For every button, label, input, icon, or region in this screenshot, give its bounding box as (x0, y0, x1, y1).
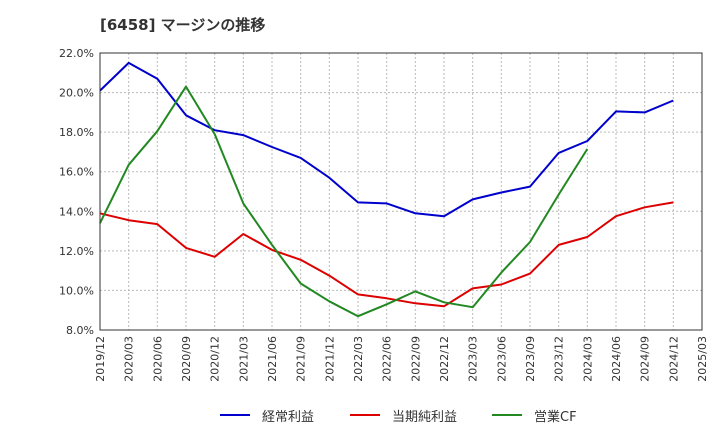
x-tick-label: 2024/03 (581, 336, 594, 382)
y-tick-label: 10.0% (59, 284, 94, 297)
y-tick-label: 22.0% (59, 47, 94, 60)
x-tick-label: 2020/06 (151, 336, 164, 382)
x-tick-label: 2022/09 (409, 336, 422, 382)
x-tick-label: 2023/12 (553, 336, 566, 382)
x-tick-label: 2020/03 (123, 336, 136, 382)
legend-item-1: 当期純利益 (350, 404, 457, 426)
y-tick-label: 20.0% (59, 87, 94, 100)
x-tick-label: 2024/06 (610, 336, 623, 382)
y-tick-label: 18.0% (59, 126, 94, 139)
y-tick-label: 14.0% (59, 205, 94, 218)
legend-swatch (220, 414, 250, 416)
legend-item-2: 営業CF (492, 404, 577, 426)
legend-label: 経常利益 (262, 409, 315, 425)
x-tick-label: 2022/03 (352, 336, 365, 382)
x-axis-tick-labels: 2019/12 2020/03 2020/06 2020/09 2020/12 2021/… (94, 336, 709, 382)
series-lines (99, 61, 674, 318)
y-tick-label: 12.0% (59, 245, 94, 258)
legend-item-0: 経常利益 (220, 404, 314, 426)
x-tick-label: 2025/03 (696, 336, 709, 382)
series-line-1 (99, 201, 674, 308)
x-tick-label: 2023/09 (524, 336, 537, 382)
x-tick-label: 2021/12 (323, 336, 336, 382)
x-tick-label: 2021/09 (295, 336, 308, 382)
y-axis-tick-labels: 22.0% 20.0% 18.0% 16.0% 14.0% 12.0% 10.0% 8.0% (59, 47, 94, 337)
x-tick-label: 2023/06 (495, 336, 508, 382)
legend-label: 当期純利益 (392, 409, 458, 425)
x-tick-label: 2021/03 (237, 336, 250, 382)
x-tick-label: 2023/03 (467, 336, 480, 382)
x-tick-label: 2024/09 (639, 336, 652, 382)
x-tick-label: 2022/06 (381, 336, 394, 382)
x-tick-label: 2021/06 (266, 336, 279, 382)
chart-title: [6458] マージンの推移 (100, 16, 266, 34)
series-line-2 (99, 85, 589, 318)
series-line-0 (99, 61, 674, 218)
x-tick-label: 2019/12 (94, 336, 107, 382)
y-tick-label: 8.0% (66, 324, 94, 337)
legend-swatch (492, 414, 522, 416)
x-tick-label: 2022/12 (438, 336, 451, 382)
legend-swatch (350, 414, 380, 416)
y-tick-label: 16.0% (59, 166, 94, 179)
legend-label: 営業CF (534, 409, 577, 425)
x-tick-label: 2024/12 (667, 336, 680, 382)
legend: 経常利益 当期純利益 営業CF (0, 404, 720, 426)
plot-frame (99, 52, 703, 331)
x-tick-label: 2020/12 (209, 336, 222, 382)
x-tick-label: 2020/09 (180, 336, 193, 382)
